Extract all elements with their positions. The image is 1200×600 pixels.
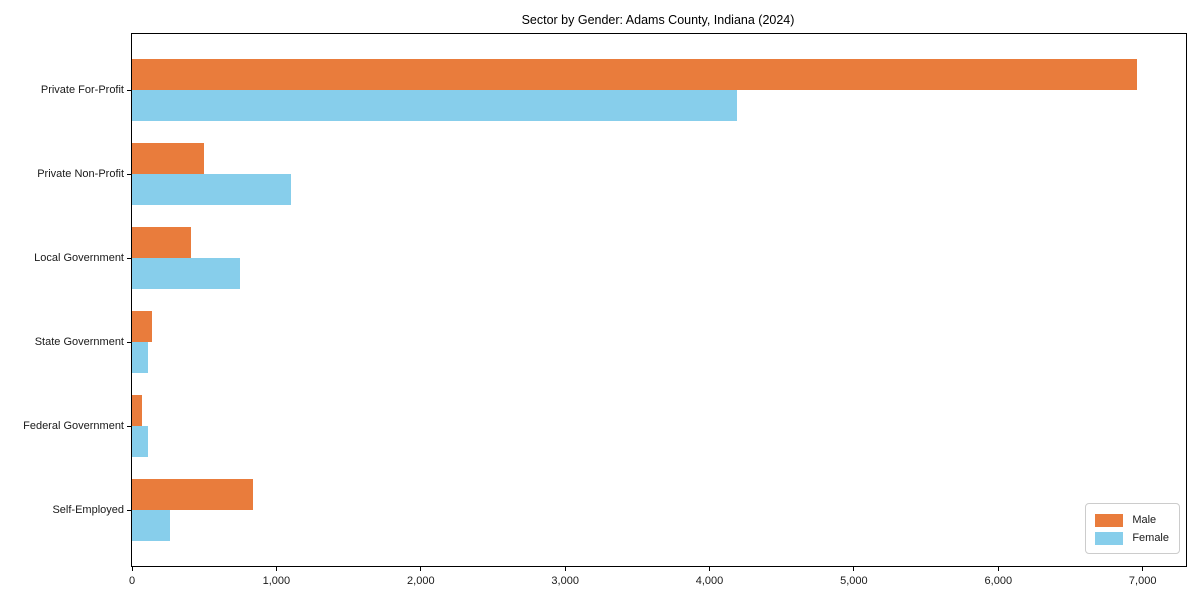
x-tick-mark bbox=[1142, 567, 1144, 571]
bar-female-0 bbox=[132, 89, 737, 121]
bar-female-2 bbox=[132, 257, 240, 289]
bar-male-1 bbox=[132, 142, 205, 174]
y-tick-mark bbox=[127, 509, 131, 511]
legend-row-female: Female bbox=[1095, 529, 1169, 547]
bar-male-3 bbox=[132, 310, 153, 342]
y-tick-label: Local Government bbox=[34, 251, 124, 264]
legend-label-male: Male bbox=[1132, 514, 1157, 526]
legend-row-male: Male bbox=[1095, 511, 1169, 529]
y-tick-mark bbox=[127, 341, 131, 343]
chart-title: Sector by Gender: Adams County, Indiana … bbox=[521, 13, 795, 27]
y-tick-mark bbox=[127, 89, 131, 91]
x-tick-mark bbox=[564, 567, 566, 571]
x-tick-label: 6,000 bbox=[984, 575, 1013, 587]
bar-male-0 bbox=[132, 58, 1137, 90]
y-tick-label: Federal Government bbox=[23, 419, 124, 432]
y-tick-mark bbox=[127, 257, 131, 259]
legend-label-female: Female bbox=[1132, 532, 1169, 544]
legend: Male Female bbox=[1085, 503, 1180, 554]
y-tick-mark bbox=[127, 425, 131, 427]
bar-female-4 bbox=[132, 425, 148, 457]
bar-male-4 bbox=[132, 394, 143, 426]
bar-female-5 bbox=[132, 509, 171, 541]
y-tick-mark bbox=[127, 173, 131, 175]
female-swatch-icon bbox=[1095, 531, 1124, 545]
x-tick-label: 4,000 bbox=[695, 575, 724, 587]
y-tick-label: State Government bbox=[34, 335, 124, 348]
bar-female-1 bbox=[132, 173, 291, 205]
x-tick-mark bbox=[997, 567, 999, 571]
x-tick-mark bbox=[709, 567, 710, 571]
x-tick-label: 1,000 bbox=[262, 575, 291, 587]
x-tick-mark bbox=[853, 567, 855, 571]
x-tick-label: 2,000 bbox=[407, 575, 435, 587]
y-tick-label: Private Non-Profit bbox=[37, 167, 124, 180]
y-tick-label: Self-Employed bbox=[52, 503, 124, 516]
plot-area: Male Female Private For-Profit Private No… bbox=[23, 33, 1187, 587]
bar-male-2 bbox=[132, 226, 191, 258]
bar-male-5 bbox=[132, 478, 253, 510]
x-tick-mark bbox=[420, 567, 422, 571]
x-tick-label: 7,000 bbox=[1128, 575, 1157, 587]
male-swatch-icon bbox=[1095, 513, 1124, 527]
x-tick-label: 0 bbox=[128, 575, 136, 587]
x-tick-label: 3,000 bbox=[551, 575, 579, 587]
bar-female-3 bbox=[132, 341, 148, 373]
x-tick-mark bbox=[131, 567, 133, 571]
x-tick-mark bbox=[275, 567, 277, 571]
x-tick-label: 5,000 bbox=[840, 575, 868, 587]
y-tick-label: Private For-Profit bbox=[40, 83, 124, 96]
